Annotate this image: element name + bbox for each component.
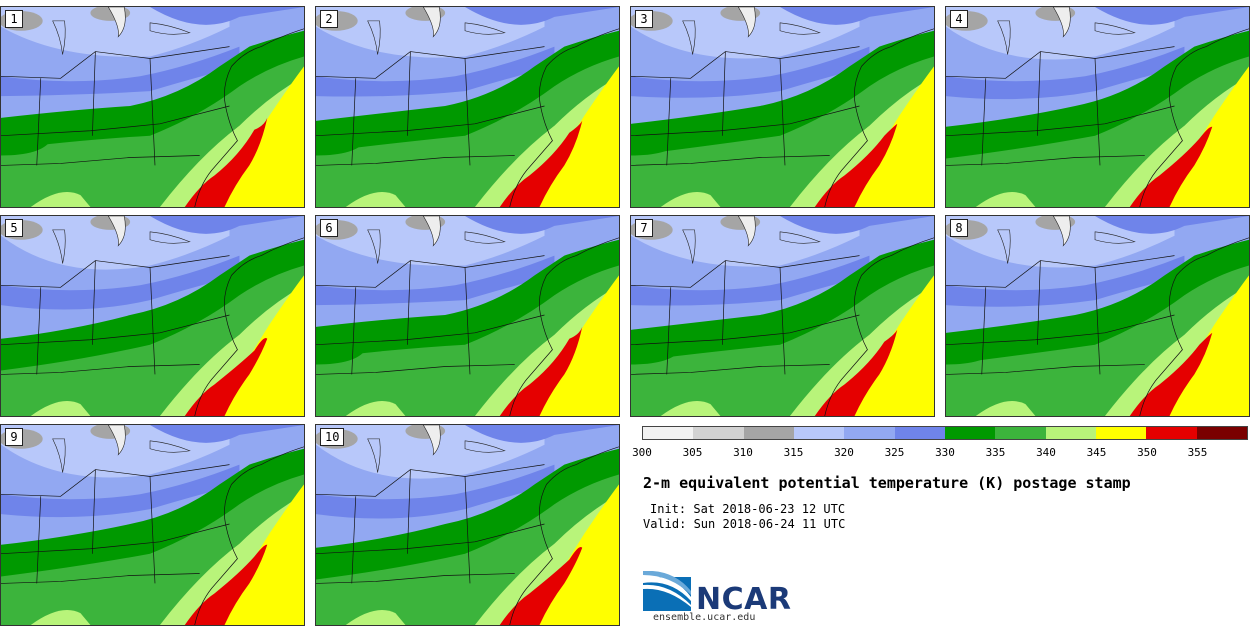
colorbar-tick-label: 350 [1137,446,1157,459]
map-field [316,216,619,416]
colorbar-tick-label: 315 [783,446,804,459]
colorbar-swatch [743,427,794,439]
member-number-label: 10 [320,428,345,446]
colorbar-swatch [1095,427,1147,439]
map-panel: 8 [945,215,1250,417]
colorbar-tick-label: 305 [682,446,703,459]
valid-time: Valid: Sun 2018-06-24 11 UTC [643,517,846,531]
member-number-label: 1 [5,10,23,28]
ncar-logo-icon [643,571,691,611]
colorbar-swatch [643,427,694,439]
map-panel: 7 [630,215,935,417]
member-number-label: 5 [5,219,23,237]
colorbar-swatch [894,427,945,439]
map-panel: 1 [0,6,305,208]
colorbar-tick-label: 335 [985,446,1006,459]
colorbar [642,426,1248,440]
map-panel: 4 [945,6,1250,208]
member-number-label: 6 [320,219,338,237]
colorbar-tick-label: 325 [884,446,905,459]
member-number-label: 3 [635,10,653,28]
map-field [316,7,619,207]
map-panel: 10 [315,424,620,626]
map-field [1,425,304,625]
colorbar-swatch [1196,427,1247,439]
ncar-logo-text: NCAR [696,582,792,617]
colorbar-tick-label: 345 [1086,446,1107,459]
colorbar-tick-label: 355 [1187,446,1208,459]
colorbar-swatch [995,427,1046,439]
member-number-label: 9 [5,428,23,446]
map-field [631,7,934,207]
colorbar-swatch [693,427,744,439]
colorbar-swatch [793,427,845,439]
colorbar-swatch [1045,427,1096,439]
init-time: Init: Sat 2018-06-23 12 UTC [650,502,846,516]
colorbar-swatch [1146,427,1197,439]
colorbar-tick-label: 320 [834,446,854,459]
colorbar-swatch [944,427,996,439]
map-field [946,7,1249,207]
map-panel: 5 [0,215,305,417]
map-panel: 6 [315,215,620,417]
logo-url: ensemble.ucar.edu [653,612,756,623]
map-panel: 3 [630,6,935,208]
map-field [1,7,304,207]
member-number-label: 2 [320,10,338,28]
figure-title: 2-m equivalent potential temperature (K)… [643,474,1131,492]
colorbar-tick-label: 300 [632,446,652,459]
colorbar-tick-label: 330 [935,446,955,459]
map-field [946,216,1249,416]
map-field [631,216,934,416]
colorbar-tick-label: 340 [1036,446,1056,459]
map-field [316,425,619,625]
map-field [1,216,304,416]
member-number-label: 4 [950,10,968,28]
member-number-label: 8 [950,219,968,237]
map-panel: 2 [315,6,620,208]
member-number-label: 7 [635,219,653,237]
colorbar-swatch [844,427,895,439]
colorbar-tick-label: 310 [733,446,753,459]
map-panel: 9 [0,424,305,626]
